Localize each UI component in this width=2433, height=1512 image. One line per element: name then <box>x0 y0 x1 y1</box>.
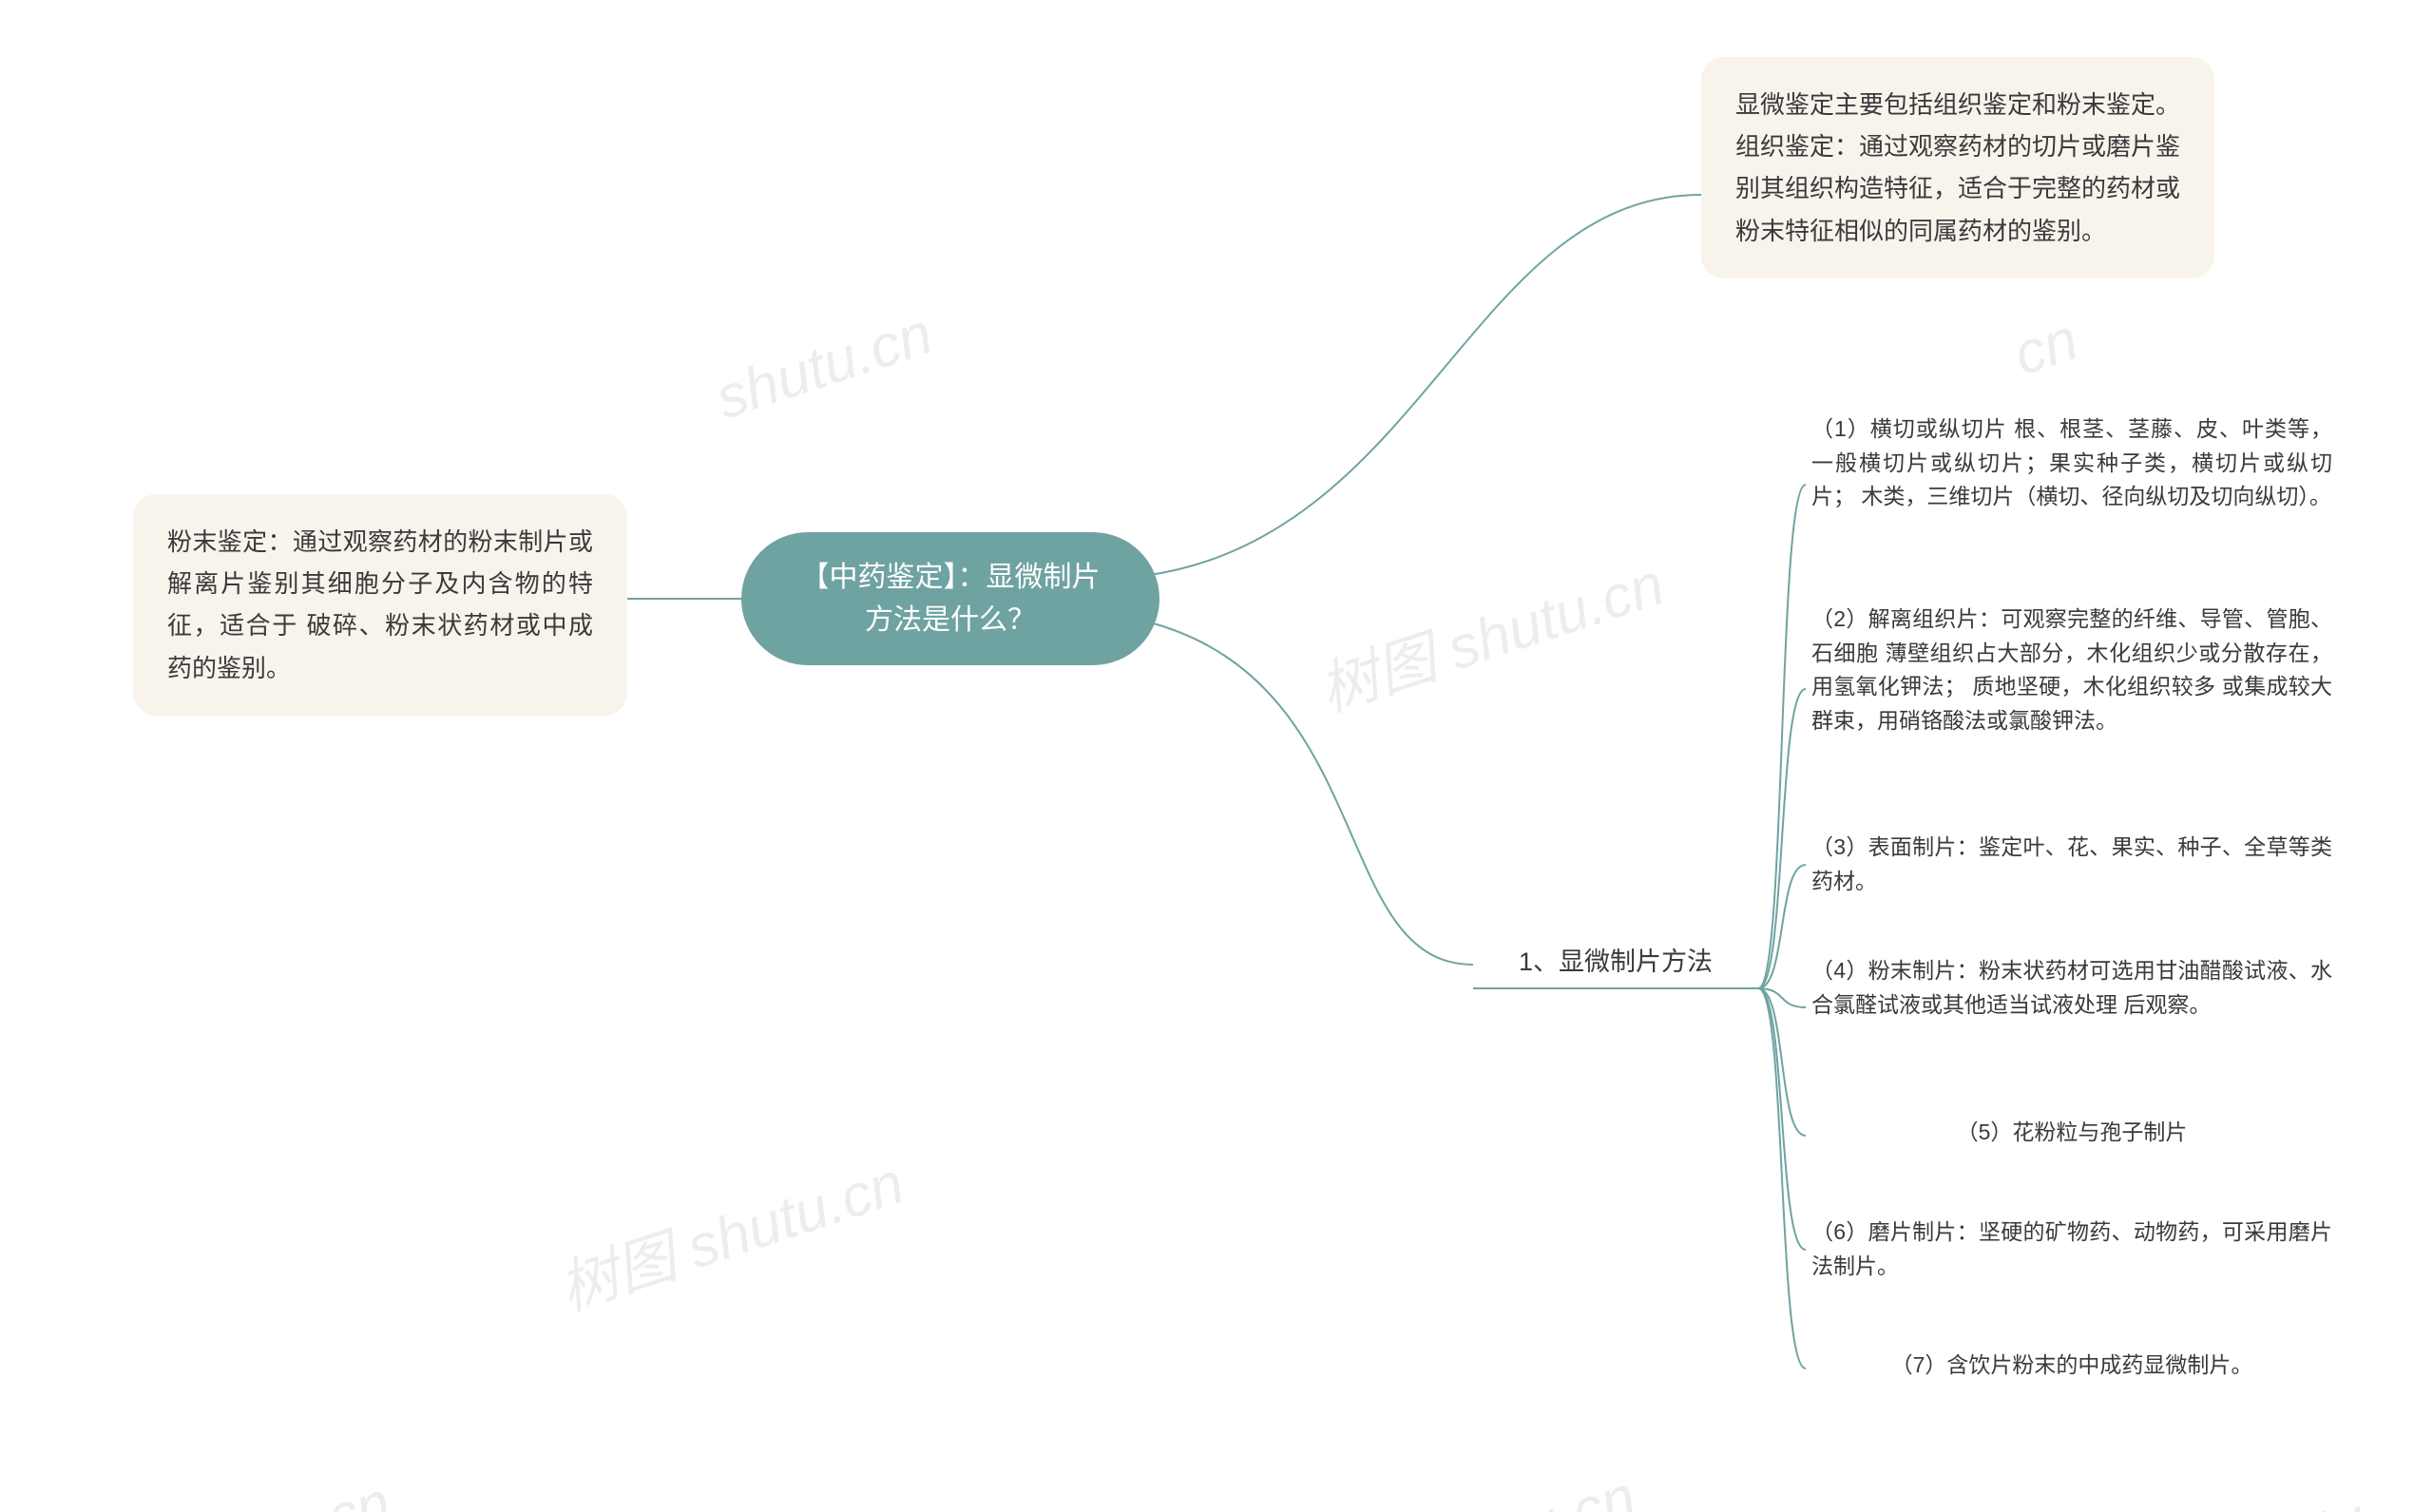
leaf-node-4[interactable]: （4）粉末制片：粉末状药材可选用甘油醋酸试液、水合氯醛试液或其他适当试液处理 后… <box>1806 950 2338 1025</box>
leaf-text: （4）粉末制片：粉末状药材可选用甘油醋酸试液、水合氯醛试液或其他适当试液处理 后… <box>1811 954 2332 1022</box>
leaf-text: （5）花粉粒与孢子制片 <box>1957 1116 2188 1150</box>
center-node-text: 【中药鉴定】：显微制片方法是什么？ <box>789 556 1112 641</box>
left-bubble-text: 粉末鉴定：通过观察药材的粉末制片或解离片鉴别其细胞分子及内含物的特征，适合于 破… <box>167 521 593 689</box>
leaf-node-5[interactable]: （5）花粉粒与孢子制片 <box>1806 1112 2338 1154</box>
leaf-text: （2）解离组织片：可观察完整的纤维、导管、管胞、石细胞 薄壁组织占大部分，木化组… <box>1811 603 2332 738</box>
right-top-bubble-text: 显微鉴定主要包括组织鉴定和粉末鉴定。 组织鉴定：通过观察药材的切片或磨片鉴别其组… <box>1735 84 2180 252</box>
leaf-text: （1）横切或纵切片 根、根茎、茎藤、皮、叶类等，一般横切片或纵切片；果实种子类，… <box>1811 412 2332 514</box>
watermark: cn <box>2006 306 2086 390</box>
leaf-node-3[interactable]: （3）表面制片：鉴定叶、花、果实、种子、全草等类药材。 <box>1806 827 2338 902</box>
watermark: shutu.cn <box>166 1469 399 1512</box>
section-title-text: 1、显微制片方法 <box>1519 943 1713 983</box>
leaf-node-6[interactable]: （6）磨片制片：坚硬的矿物药、动物药，可采用磨片法制片。 <box>1806 1212 2338 1287</box>
leaf-text: （3）表面制片：鉴定叶、花、果实、种子、全草等类药材。 <box>1811 831 2332 898</box>
watermark: 树图 shutu.cn <box>546 1135 912 1327</box>
leaf-text: （6）磨片制片：坚硬的矿物药、动物药，可采用磨片法制片。 <box>1811 1215 2332 1283</box>
leaf-text: （7）含饮片粉末的中成药显微制片。 <box>1891 1349 2253 1383</box>
section-title-node[interactable]: 1、显微制片方法 <box>1473 939 1758 986</box>
center-node[interactable]: 【中药鉴定】：显微制片方法是什么？ <box>741 532 1159 665</box>
watermark: shutu.cn <box>708 300 941 433</box>
left-bubble-node[interactable]: 粉末鉴定：通过观察药材的粉末制片或解离片鉴别其细胞分子及内含物的特征，适合于 破… <box>133 494 627 716</box>
leaf-node-1[interactable]: （1）横切或纵切片 根、根茎、茎藤、皮、叶类等，一般横切片或纵切片；果实种子类，… <box>1806 409 2338 518</box>
watermark: 树图 shutu.cn <box>1278 1448 1644 1512</box>
watermark: 树图 shutu <box>2084 1470 2375 1512</box>
leaf-node-2[interactable]: （2）解离组织片：可观察完整的纤维、导管、管胞、石细胞 薄壁组织占大部分，木化组… <box>1806 599 2338 742</box>
right-top-bubble-node[interactable]: 显微鉴定主要包括组织鉴定和粉末鉴定。 组织鉴定：通过观察药材的切片或磨片鉴别其组… <box>1701 57 2214 278</box>
watermark: 树图 shutu.cn <box>1307 536 1673 728</box>
leaf-node-7[interactable]: （7）含饮片粉末的中成药显微制片。 <box>1806 1345 2338 1387</box>
